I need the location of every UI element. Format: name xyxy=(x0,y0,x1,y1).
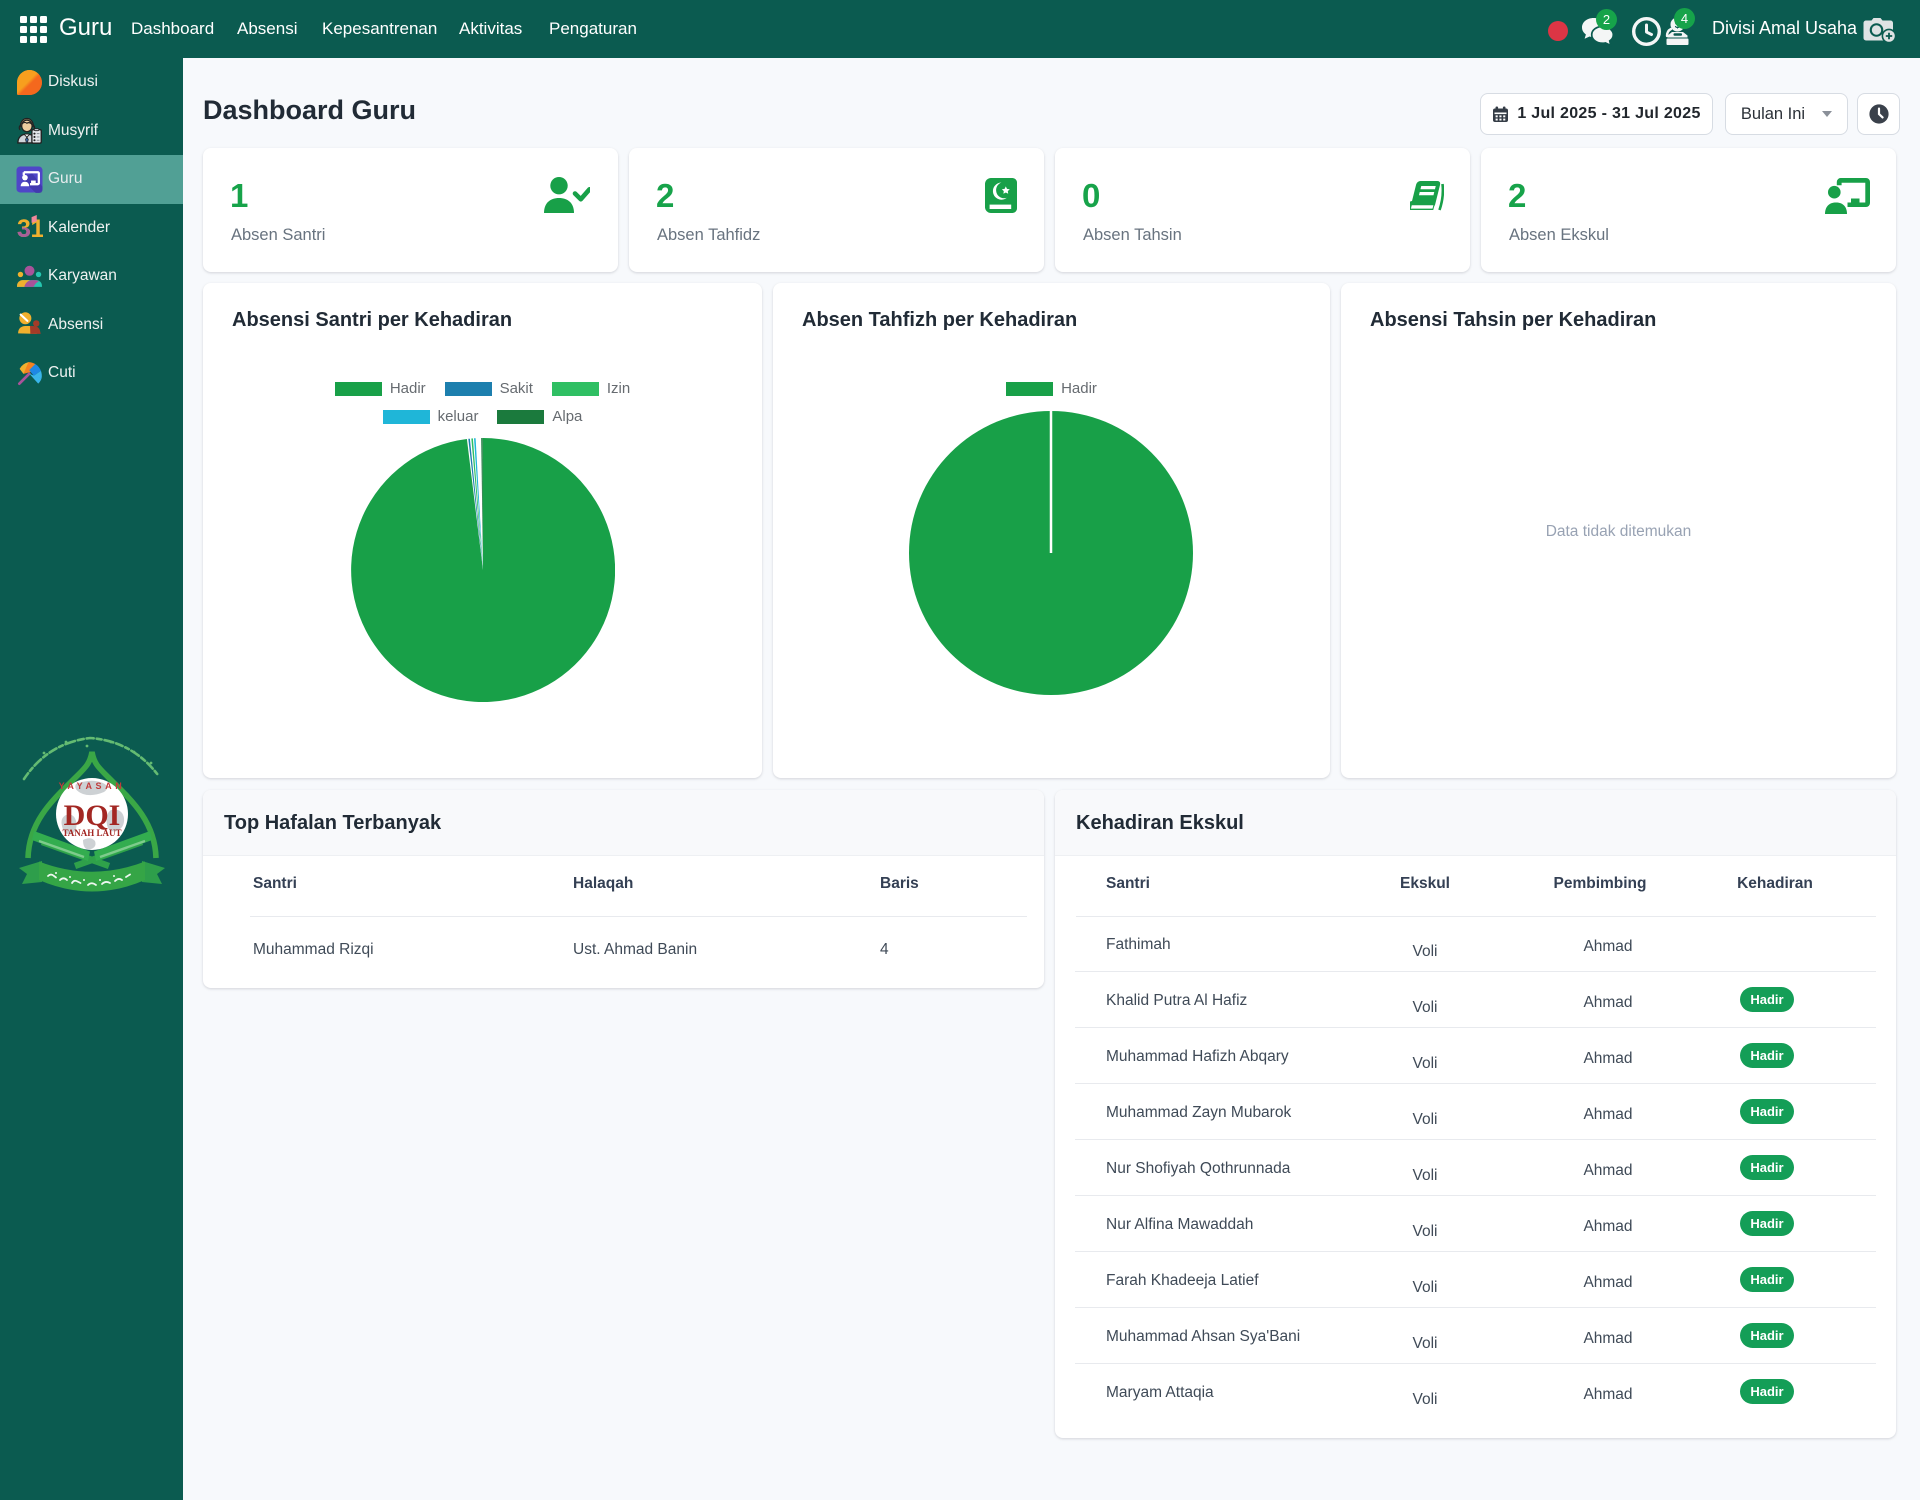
svg-text:TANAH LAUT: TANAH LAUT xyxy=(62,828,121,838)
svg-text:3: 3 xyxy=(17,215,31,241)
svg-text:DQI: DQI xyxy=(64,799,121,832)
svg-text:YAYASAN: YAYASAN xyxy=(59,781,126,791)
svg-text:3: 3 xyxy=(17,215,31,241)
